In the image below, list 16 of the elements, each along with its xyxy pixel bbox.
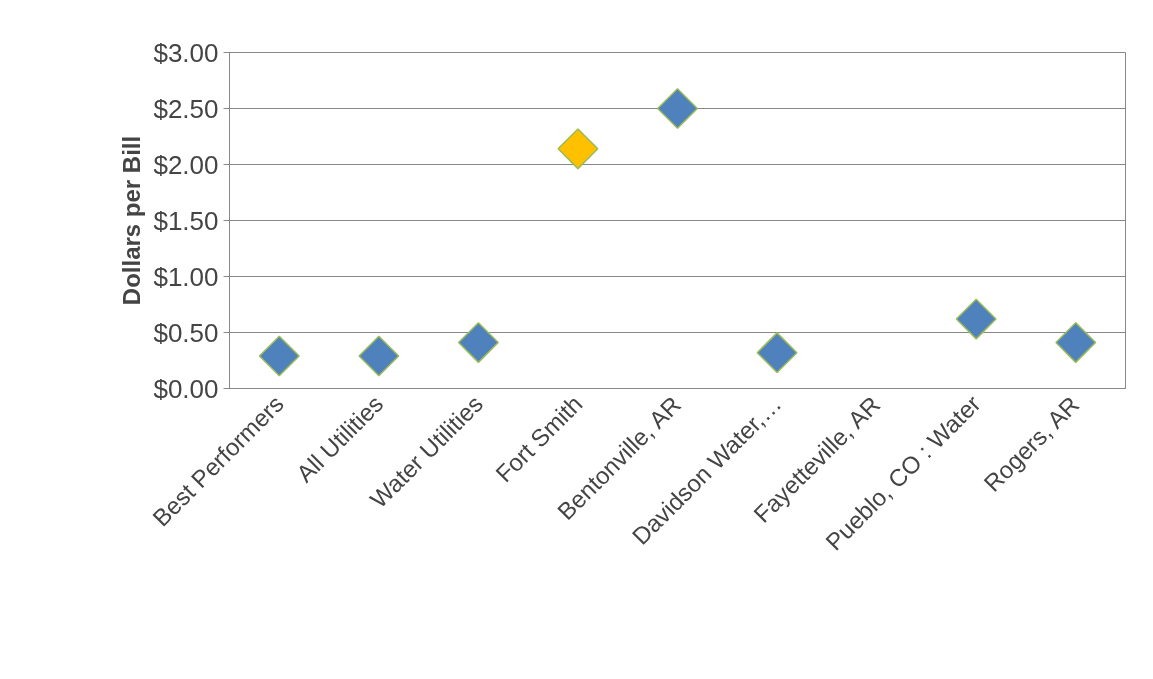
- y-tick-label: $1.50: [153, 205, 219, 236]
- point: [358, 335, 400, 377]
- y-axis-title: Dollars per Bill: [118, 135, 146, 306]
- y-tick-label: $2.50: [153, 93, 219, 124]
- y-tick-label: $2.00: [153, 149, 219, 180]
- y-tick-label: $0.00: [153, 373, 219, 404]
- point: [656, 87, 699, 130]
- point: [557, 128, 599, 170]
- point: [955, 298, 997, 340]
- point: [756, 332, 798, 374]
- point: [1055, 322, 1097, 364]
- y-tick-label: $1.00: [153, 261, 219, 292]
- y-tick-label: $3.00: [153, 37, 219, 68]
- y-tick-label: $0.50: [153, 317, 219, 348]
- point: [258, 335, 300, 377]
- point: [457, 322, 499, 364]
